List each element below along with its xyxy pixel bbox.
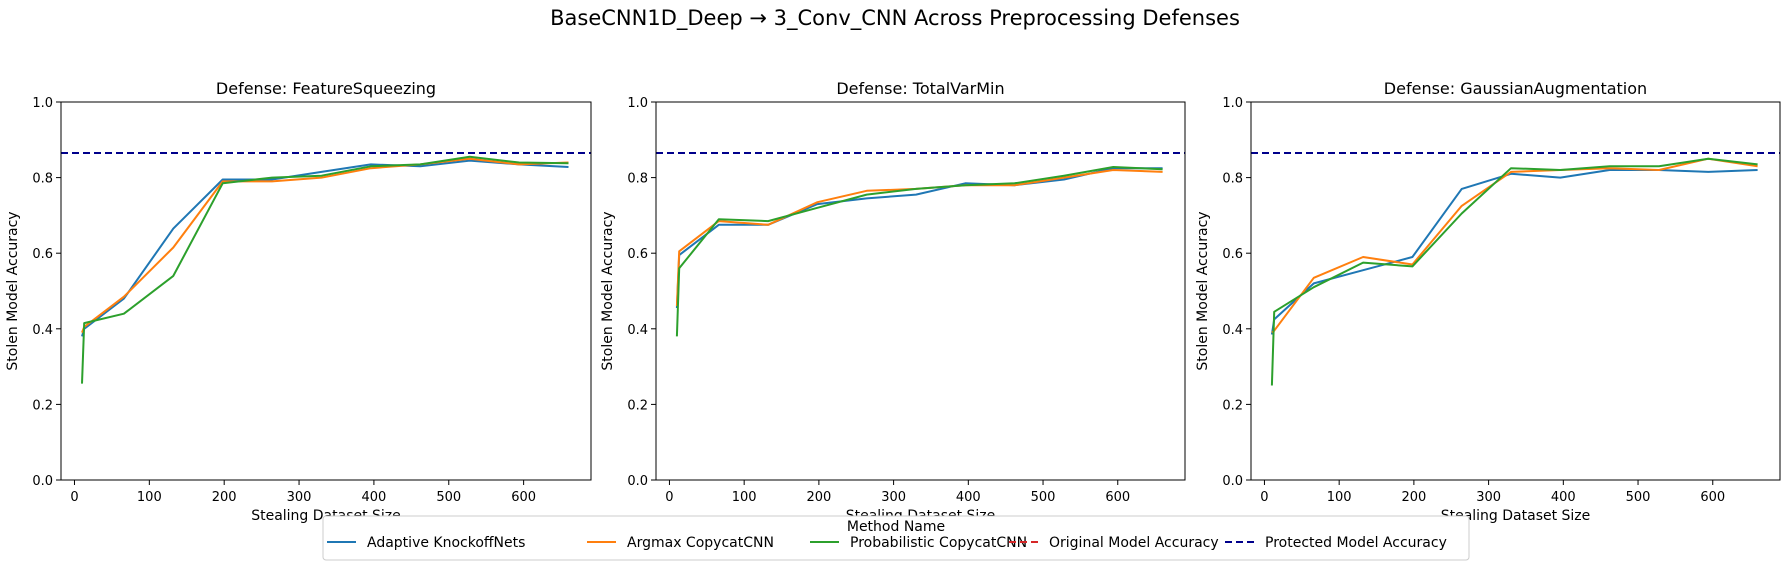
series-line-argmax-copycatcnn xyxy=(81,157,569,333)
x-tick-label: 300 xyxy=(1476,490,1501,505)
x-tick-label: 600 xyxy=(1700,490,1725,505)
series-line-adaptive-knockoffnets xyxy=(675,167,1163,309)
y-axis-label: Stolen Model Accuracy xyxy=(5,211,21,370)
y-tick-label: 0.8 xyxy=(627,172,648,187)
y-axis-label: Stolen Model Accuracy xyxy=(600,211,616,370)
legend-box xyxy=(322,515,1470,561)
subplot-title: Defense: GaussianAugmentation xyxy=(1384,79,1647,98)
x-tick-label: 200 xyxy=(1401,490,1426,505)
series-line-adaptive-knockoffnets xyxy=(1270,169,1758,335)
suptitle: BaseCNN1D_Deep → 3_Conv_CNN Across Prepr… xyxy=(550,6,1240,31)
x-tick-label: 400 xyxy=(361,490,386,505)
y-axis-label: Stolen Model Accuracy xyxy=(1195,211,1211,370)
y-tick-label: 0.0 xyxy=(32,474,53,489)
y-tick-label: 0.2 xyxy=(627,398,648,413)
panels: Defense: FeatureSqueezing 0.0 0.2 0.4 0.6 0.8… xyxy=(5,79,1781,524)
y-tick-label: 1.0 xyxy=(1222,96,1243,111)
x-tick-label: 500 xyxy=(436,490,461,505)
x-tick-label: 0 xyxy=(665,490,673,505)
y-tick-label: 1.0 xyxy=(627,96,648,111)
legend-label-original-model-accuracy: Original Model Accuracy xyxy=(1049,535,1219,551)
legend: Method Name Adaptive KnockoffNets Argmax C… xyxy=(322,515,1470,561)
x-tick-label: 0 xyxy=(1260,490,1268,505)
y-tick-label: 0.6 xyxy=(32,247,53,262)
x-tick-label: 300 xyxy=(287,490,312,505)
y-tick-label: 0.4 xyxy=(1222,323,1243,338)
y-tick-label: 0.6 xyxy=(627,247,648,262)
y-tick-label: 1.0 xyxy=(32,96,53,111)
x-tick-label: 100 xyxy=(1327,490,1352,505)
plot-area xyxy=(656,152,1185,337)
legend-label-probabilistic-copycatcnn: Probabilistic CopycatCNN xyxy=(850,535,1027,551)
plot-area xyxy=(1251,152,1780,386)
plot-area xyxy=(61,152,591,384)
x-tick-label: 100 xyxy=(732,490,757,505)
subplot-3: Defense: GaussianAugmentation 0.0 0.2 0.4 0.… xyxy=(1195,79,1781,524)
y-tick-label: 0.2 xyxy=(1222,398,1243,413)
series-line-argmax-copycatcnn xyxy=(1271,157,1758,334)
y-tick-label: 0.4 xyxy=(627,323,648,338)
x-tick-label: 200 xyxy=(212,490,237,505)
y-tick-label: 0.0 xyxy=(1222,474,1243,489)
series-line-adaptive-knockoffnets xyxy=(81,159,569,337)
x-tick-label: 400 xyxy=(1551,490,1576,505)
x-tick-label: 500 xyxy=(1626,490,1651,505)
legend-label-adaptive-knockoffnets: Adaptive KnockoffNets xyxy=(367,535,525,551)
plot-frame xyxy=(1250,101,1781,481)
y-tick-label: 0.8 xyxy=(1222,172,1243,187)
series-line-probabilistic-copycatcnn xyxy=(675,166,1163,337)
subplot-title: Defense: FeatureSqueezing xyxy=(216,79,436,98)
y-tick-label: 0.6 xyxy=(1222,247,1243,262)
plot-frame xyxy=(655,101,1186,481)
x-tick-label: 500 xyxy=(1031,490,1056,505)
y-tick-label: 0.4 xyxy=(32,323,53,338)
legend-label-argmax-copycatcnn: Argmax CopycatCNN xyxy=(627,535,774,551)
legend-title: Method Name xyxy=(847,519,945,535)
x-tick-label: 100 xyxy=(137,490,162,505)
y-tick-label: 0.8 xyxy=(32,172,53,187)
x-tick-label: 600 xyxy=(511,490,536,505)
series-line-probabilistic-copycatcnn xyxy=(81,155,569,384)
subplot-2: Defense: TotalVarMin 0.0 0.2 0.4 0.6 0.8 1.0 0 1… xyxy=(600,79,1186,524)
x-tick-label: 400 xyxy=(956,490,981,505)
series-line-probabilistic-copycatcnn xyxy=(1270,157,1758,386)
x-axis-label: Stealing Dataset Size xyxy=(1441,508,1591,524)
legend-label-protected-model-accuracy: Protected Model Accuracy xyxy=(1265,535,1447,551)
y-tick-label: 0.0 xyxy=(627,474,648,489)
x-tick-label: 200 xyxy=(806,490,831,505)
plot-frame xyxy=(60,101,592,481)
x-tick-label: 0 xyxy=(70,490,78,505)
y-tick-label: 0.2 xyxy=(32,398,53,413)
x-tick-label: 600 xyxy=(1105,490,1130,505)
subplot-title: Defense: TotalVarMin xyxy=(836,79,1004,98)
series-line-argmax-copycatcnn xyxy=(675,169,1163,307)
subplot-1: Defense: FeatureSqueezing 0.0 0.2 0.4 0.6 0.8… xyxy=(5,79,592,524)
x-tick-label: 300 xyxy=(881,490,906,505)
